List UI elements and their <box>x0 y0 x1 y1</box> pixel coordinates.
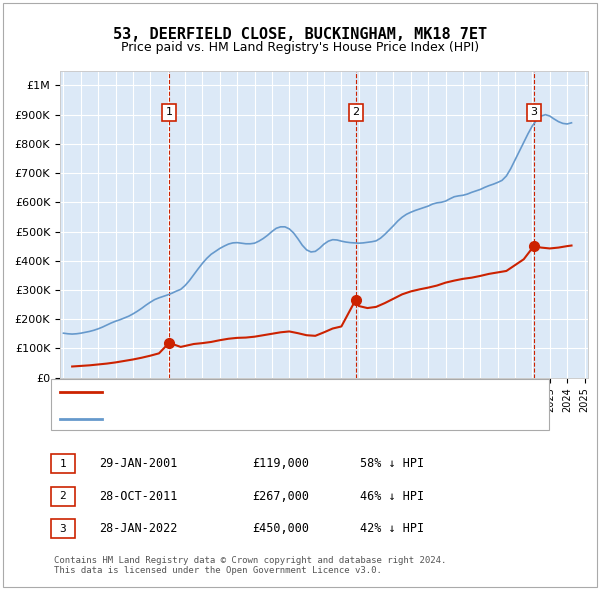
Text: 53, DEERFIELD CLOSE, BUCKINGHAM, MK18 7ET (detached house): 53, DEERFIELD CLOSE, BUCKINGHAM, MK18 7E… <box>108 388 470 397</box>
Text: 29-JAN-2001: 29-JAN-2001 <box>99 457 178 470</box>
Text: Contains HM Land Registry data © Crown copyright and database right 2024.
This d: Contains HM Land Registry data © Crown c… <box>54 556 446 575</box>
Text: 42% ↓ HPI: 42% ↓ HPI <box>360 522 424 535</box>
Text: 46% ↓ HPI: 46% ↓ HPI <box>360 490 424 503</box>
Text: 58% ↓ HPI: 58% ↓ HPI <box>360 457 424 470</box>
Text: 1: 1 <box>59 459 67 468</box>
Text: 28-JAN-2022: 28-JAN-2022 <box>99 522 178 535</box>
Text: 2: 2 <box>352 107 359 117</box>
Text: 2: 2 <box>59 491 67 501</box>
Text: 3: 3 <box>59 524 67 533</box>
Text: Price paid vs. HM Land Registry's House Price Index (HPI): Price paid vs. HM Land Registry's House … <box>121 41 479 54</box>
Text: £450,000: £450,000 <box>252 522 309 535</box>
Text: HPI: Average price, detached house, Buckinghamshire: HPI: Average price, detached house, Buck… <box>108 414 427 424</box>
Text: £267,000: £267,000 <box>252 490 309 503</box>
Text: 53, DEERFIELD CLOSE, BUCKINGHAM, MK18 7ET: 53, DEERFIELD CLOSE, BUCKINGHAM, MK18 7E… <box>113 27 487 41</box>
Text: 1: 1 <box>166 107 173 117</box>
Text: £119,000: £119,000 <box>252 457 309 470</box>
Text: 3: 3 <box>530 107 538 117</box>
Text: 28-OCT-2011: 28-OCT-2011 <box>99 490 178 503</box>
